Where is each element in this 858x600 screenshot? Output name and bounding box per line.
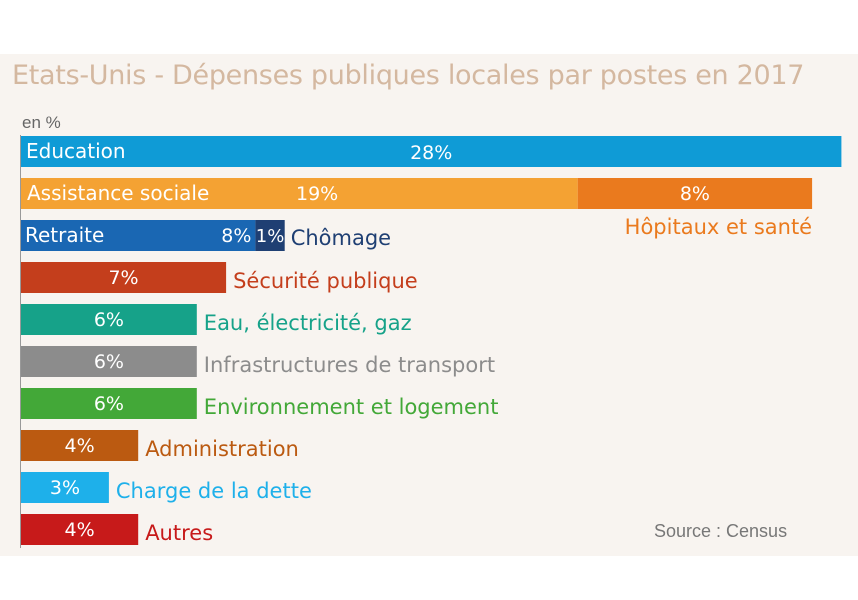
bar-retraite-b xyxy=(255,220,285,251)
bar-retraite xyxy=(21,220,256,251)
bar-environnement-logement xyxy=(21,388,197,419)
category-label-charge-dette: Charge de la dette xyxy=(116,479,312,503)
category-label-retraite: Retraite xyxy=(25,223,104,247)
category-label-assistance-sociale: Assistance sociale xyxy=(27,181,209,205)
category-label-securite-publique: Sécurité publique xyxy=(233,269,418,293)
category-label-hopitaux-sante: Hôpitaux et santé xyxy=(625,215,812,239)
value-label-education: 28% xyxy=(410,142,452,164)
baseline-axis xyxy=(20,135,21,548)
bar-assistance-sociale-b xyxy=(577,178,813,209)
value-label-infrastructures-transport: 6% xyxy=(94,351,124,373)
bar-charge-dette xyxy=(21,472,109,503)
value-label-hopitaux-sante: 8% xyxy=(680,183,710,205)
category-label-administration: Administration xyxy=(145,437,299,461)
category-label-autres: Autres xyxy=(145,521,213,545)
value-label-administration: 4% xyxy=(65,435,95,457)
value-label-retraite: 8% xyxy=(221,225,251,247)
value-label-autres: 4% xyxy=(65,519,95,541)
bar-securite-publique xyxy=(21,262,227,293)
value-label-chomage: 1% xyxy=(256,226,285,247)
chart-title: Etats-Unis - Dépenses publiques locales … xyxy=(12,60,805,91)
bar-education xyxy=(21,136,842,167)
value-label-securite-publique: 7% xyxy=(108,267,138,289)
value-label-eau-electricite-gaz: 6% xyxy=(94,309,124,331)
unit-label: en % xyxy=(22,113,61,132)
bar-eau-electricite-gaz xyxy=(21,304,197,335)
category-label-environnement-logement: Environnement et logement xyxy=(204,395,499,419)
category-label-chomage: Chômage xyxy=(291,226,391,250)
source-note: Source : Census xyxy=(654,521,788,541)
bar-assistance-sociale xyxy=(21,178,578,209)
category-label-education: Education xyxy=(26,139,126,163)
value-label-assistance-sociale: 19% xyxy=(296,183,338,205)
value-label-charge-dette: 3% xyxy=(50,477,80,499)
value-label-environnement-logement: 6% xyxy=(94,393,124,415)
bar-infrastructures-transport xyxy=(21,346,197,377)
bar-administration xyxy=(21,430,139,461)
bar-autres xyxy=(21,514,139,545)
category-label-eau-electricite-gaz: Eau, électricité, gaz xyxy=(204,311,412,335)
category-label-infrastructures-transport: Infrastructures de transport xyxy=(204,353,495,377)
